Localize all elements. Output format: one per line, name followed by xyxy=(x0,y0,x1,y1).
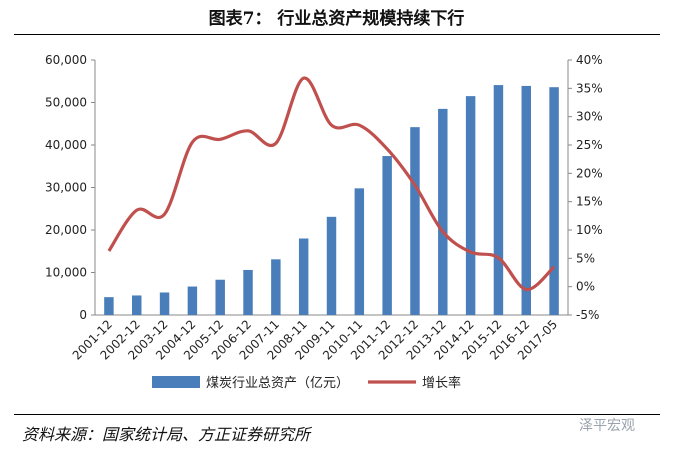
bar xyxy=(465,96,476,315)
bar xyxy=(132,295,142,315)
legend: 煤炭行业总资产（亿元） 增长率 xyxy=(152,375,461,391)
bar xyxy=(438,108,448,315)
growth-line xyxy=(107,76,556,292)
bar-series xyxy=(104,85,559,316)
bar xyxy=(493,85,504,315)
y-right-tick-label: 30% xyxy=(576,110,603,124)
source-rule xyxy=(14,414,660,415)
bar xyxy=(215,279,225,315)
y-right-tick-label: 35% xyxy=(576,81,603,95)
y-right-tick-label: -5% xyxy=(576,308,599,322)
y-left-tick-label: 30,000 xyxy=(45,181,87,195)
source-note: 资料来源：国家统计局、方正证券研究所 xyxy=(22,425,311,444)
y-right-tick-label: 5% xyxy=(576,251,595,265)
tick-labels: 0 10,000 20,000 30,000 40,000 50,000 60,000 -5%… xyxy=(45,53,603,363)
bar xyxy=(104,297,114,315)
y-right-tick-label: 0% xyxy=(576,280,595,294)
chart-title: 图表7： 行业总资产规模持续下行 xyxy=(208,9,465,29)
y-right-tick-label: 15% xyxy=(576,195,603,209)
bar xyxy=(243,269,253,315)
title-rule xyxy=(14,34,660,35)
y-left-tick-label: 10,000 xyxy=(45,266,87,280)
bar xyxy=(159,292,170,315)
watermark: 泽平宏观 xyxy=(579,418,635,434)
y-left-tick-label: 20,000 xyxy=(45,223,87,237)
bar xyxy=(326,216,337,315)
y-left-tick-label: 0 xyxy=(79,308,87,322)
bar xyxy=(382,156,392,315)
bar xyxy=(271,259,281,315)
y-right-tick-label: 25% xyxy=(576,138,603,152)
bar xyxy=(187,286,198,315)
legend-line-label: 增长率 xyxy=(422,375,461,391)
y-left-tick-label: 50,000 xyxy=(45,96,87,110)
bar xyxy=(298,238,309,315)
legend-bar-swatch xyxy=(152,376,200,388)
bar xyxy=(410,127,420,316)
bar xyxy=(354,188,365,315)
y-right-tick-label: 40% xyxy=(576,53,603,67)
y-left-tick-label: 40,000 xyxy=(45,138,87,152)
legend-bar-label: 煤炭行业总资产（亿元） xyxy=(206,376,349,391)
bar xyxy=(549,87,559,315)
y-right-tick-label: 10% xyxy=(576,223,603,237)
y-right-tick-label: 20% xyxy=(576,166,603,180)
bar xyxy=(521,85,531,315)
y-left-tick-label: 60,000 xyxy=(45,53,87,67)
